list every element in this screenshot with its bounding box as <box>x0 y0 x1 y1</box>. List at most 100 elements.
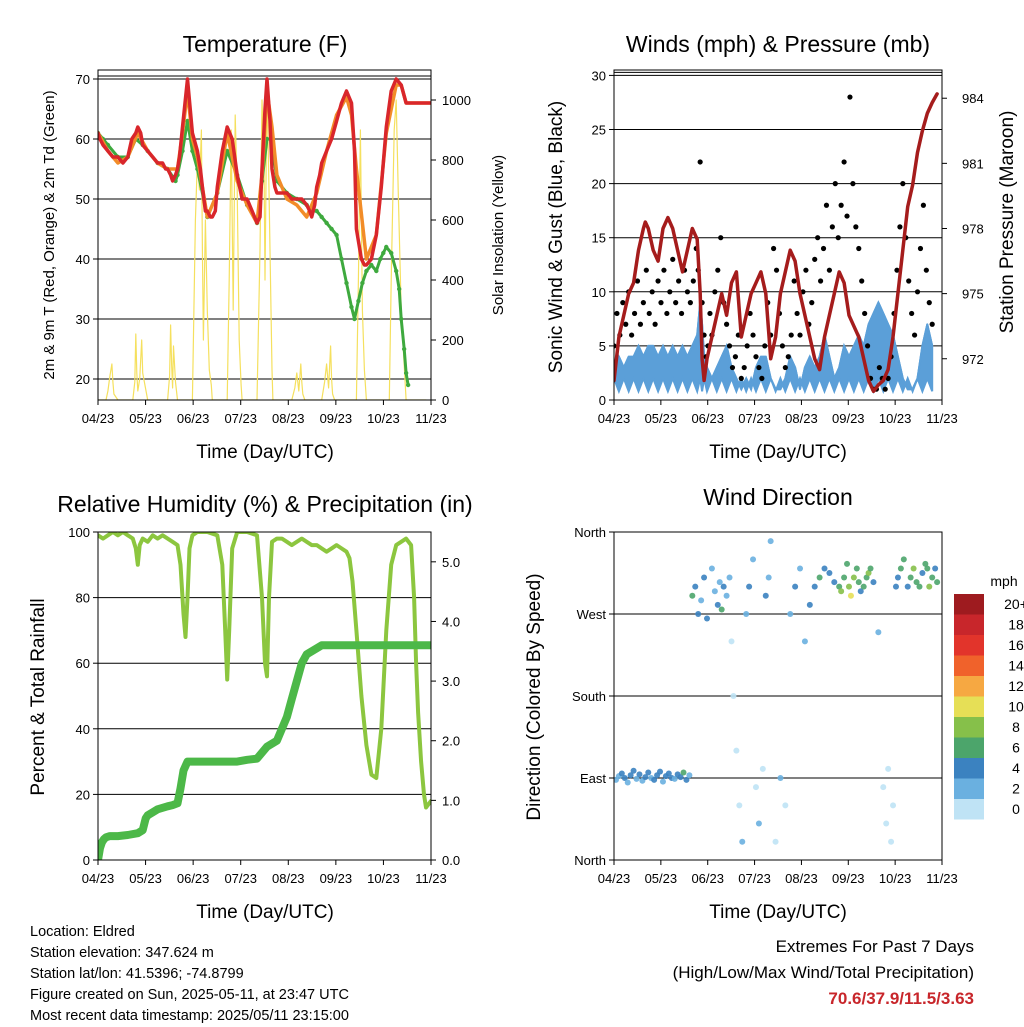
panel3-x-tick-label: 07/23 <box>224 871 257 886</box>
wind-direction-point <box>806 601 813 608</box>
panel1-x-tick-label: 06/23 <box>177 411 210 426</box>
gust-point <box>670 256 676 262</box>
gust-point <box>634 278 641 284</box>
extremes-subtitle: (High/Low/Max Wind/Total Precipitation) <box>672 963 974 982</box>
dewpoint-2m-point <box>334 232 339 238</box>
wind-direction-point <box>618 770 625 777</box>
panel3-y-tick-label-right: 2.0 <box>442 734 460 749</box>
gust-point <box>785 354 791 360</box>
gust-point <box>707 310 713 317</box>
panel4-x-tick-label: 10/23 <box>879 871 912 886</box>
gust-point <box>726 343 733 349</box>
gust-point <box>815 235 821 241</box>
panel1-y-label: 2m & 9m T (Red, Orange) & 2m Td (Green) <box>41 90 58 379</box>
legend-swatch <box>954 676 984 697</box>
station-info: Location: Eldred Station elevation: 347.… <box>30 922 349 1027</box>
gust-point <box>850 181 856 187</box>
gust-point <box>782 364 788 371</box>
wind-direction-point <box>831 579 838 586</box>
panel1-x-label: Time (Day/UTC) <box>196 442 334 463</box>
panel3-y-tick-label-right: 5.0 <box>442 555 460 570</box>
dewpoint-2m-point <box>314 208 319 214</box>
wind-direction-point <box>845 583 852 590</box>
wind-direction-point <box>714 601 721 608</box>
gust-point <box>661 267 667 273</box>
gust-point <box>770 245 777 252</box>
figure-created: Figure created on Sun, 2025-05-11, at 23… <box>30 987 349 1003</box>
wind-direction-point <box>692 583 699 590</box>
gust-point <box>652 321 658 327</box>
panel4-y-tick-label: East <box>580 771 606 786</box>
wind-direction-point <box>904 583 911 590</box>
wind-direction-point <box>885 765 892 772</box>
wind-direction-point <box>716 579 723 586</box>
legend-label: 20+ <box>1004 596 1024 612</box>
panel2-title: Winds (mph) & Pressure (mb) <box>626 31 930 57</box>
wind-direction-point <box>630 767 637 774</box>
wind-direction-point <box>726 574 733 581</box>
wind-direction-point <box>782 802 789 809</box>
gust-point <box>826 267 833 273</box>
dewpoint-2m-point <box>190 148 195 154</box>
gust-point <box>809 300 815 306</box>
wind-direction-point <box>718 606 725 613</box>
panel1-y-tick-label: 50 <box>76 192 90 207</box>
panel2-y-tick-label-right: 975 <box>962 287 984 302</box>
panel2-y-tick-label: 15 <box>592 231 606 246</box>
wind-direction-point <box>836 583 843 590</box>
panel3-y-label: Percent & Total Rainfall <box>28 598 49 795</box>
dewpoint-2m-point <box>344 280 349 286</box>
panel2-y-tick-label: 5 <box>599 339 606 354</box>
gust-point <box>759 375 765 381</box>
panel1-y-tick-label: 70 <box>76 72 90 87</box>
panel2-y-label-right: Station Pressure (Maroon) <box>997 111 1018 334</box>
legend-label: 10 <box>1008 699 1024 715</box>
legend-label: 8 <box>1012 719 1020 735</box>
panel4-y-tick-label: North <box>574 525 606 540</box>
legend-label: 16 <box>1008 637 1024 653</box>
total-rainfall-line <box>98 641 431 860</box>
wind-direction-point <box>665 770 672 777</box>
gust-point <box>649 289 655 295</box>
panel2-x-tick-label: 08/23 <box>785 411 818 426</box>
wind-direction-point <box>855 579 862 586</box>
legend-label: 4 <box>1012 760 1020 776</box>
gust-point <box>829 224 835 230</box>
gust-point <box>646 310 652 317</box>
dewpoint-2m-point <box>403 370 409 376</box>
panel3-x-tick-label: 11/23 <box>415 871 447 886</box>
gust-point <box>762 343 768 349</box>
panel1-y-tick-label: 60 <box>76 132 90 147</box>
gust-point <box>897 224 903 230</box>
wind-direction-point <box>897 565 904 572</box>
gust-point <box>658 300 664 306</box>
wind-direction-point <box>695 611 702 617</box>
legend-swatch <box>954 737 984 758</box>
panel3-x-label: Time (Day/UTC) <box>196 902 334 923</box>
wind-direction-point <box>736 802 743 809</box>
wind-direction-point <box>924 565 931 572</box>
gust-point <box>909 310 915 317</box>
dewpoint-2m-point <box>384 244 389 250</box>
panel3-y-tick-label-right: 4.0 <box>442 614 460 629</box>
gust-point <box>856 245 862 252</box>
panel1-y-tick-label: 20 <box>76 372 90 387</box>
wind-direction-point <box>739 838 746 845</box>
wind-direction-point <box>720 583 727 590</box>
wind-direction-point <box>847 592 854 599</box>
gust-point <box>882 386 888 392</box>
relative-humidity-line <box>98 532 431 810</box>
wind-direction-point <box>816 574 823 581</box>
wind-direction-point <box>801 638 808 645</box>
gust-point <box>812 256 818 262</box>
gust-point <box>773 267 780 273</box>
panel3-y-tick-label: 0 <box>83 853 90 868</box>
panel2-x-tick-label: 11/23 <box>926 411 958 426</box>
panel2-y-tick-label: 20 <box>592 177 606 192</box>
panel3-y-tick-label-right: 0.0 <box>442 853 460 868</box>
wind-direction-point <box>841 574 848 581</box>
gust-point <box>779 343 786 349</box>
panel2-x-tick-label: 07/23 <box>738 411 771 426</box>
wind-direction-point <box>892 583 899 590</box>
